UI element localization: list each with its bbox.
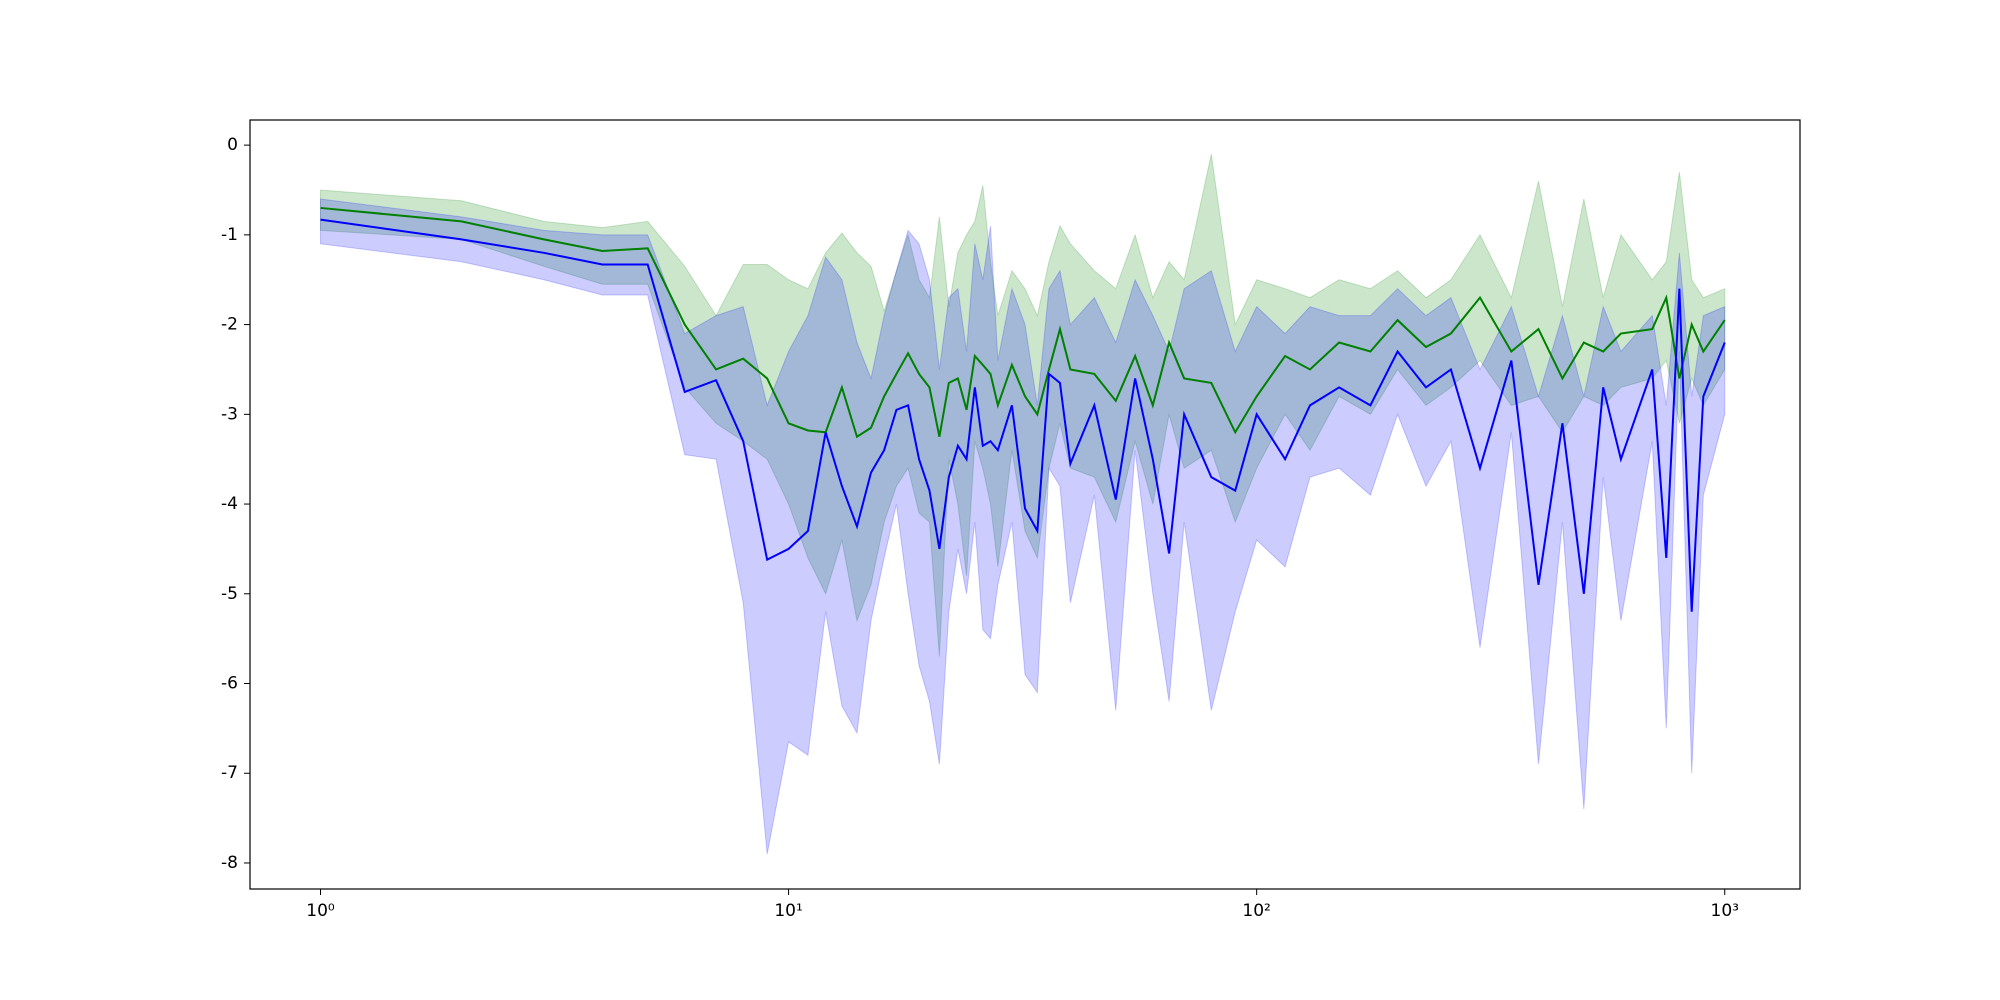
y-tick-label: -7 — [221, 763, 238, 783]
x-tick-label: 10³ — [1711, 901, 1739, 921]
band — [319, 153, 1726, 657]
y-tick-label: 0 — [227, 135, 238, 155]
x-tick-label: 10¹ — [774, 901, 802, 921]
line — [320, 218, 1726, 612]
band — [319, 198, 1726, 855]
y-tick-label: -8 — [221, 853, 238, 873]
x-tick-label: 10⁰ — [306, 901, 335, 921]
y-tick-label: -6 — [221, 674, 238, 694]
y-tick-label: -1 — [221, 225, 238, 245]
plot-area — [319, 153, 1726, 855]
line — [320, 206, 1726, 439]
y-tick-label: -5 — [221, 584, 238, 604]
y-tick-label: -3 — [221, 404, 238, 424]
x-tick-label: 10² — [1242, 901, 1270, 921]
y-tick-label: -2 — [221, 315, 238, 335]
y-tick-label: -4 — [221, 494, 238, 514]
